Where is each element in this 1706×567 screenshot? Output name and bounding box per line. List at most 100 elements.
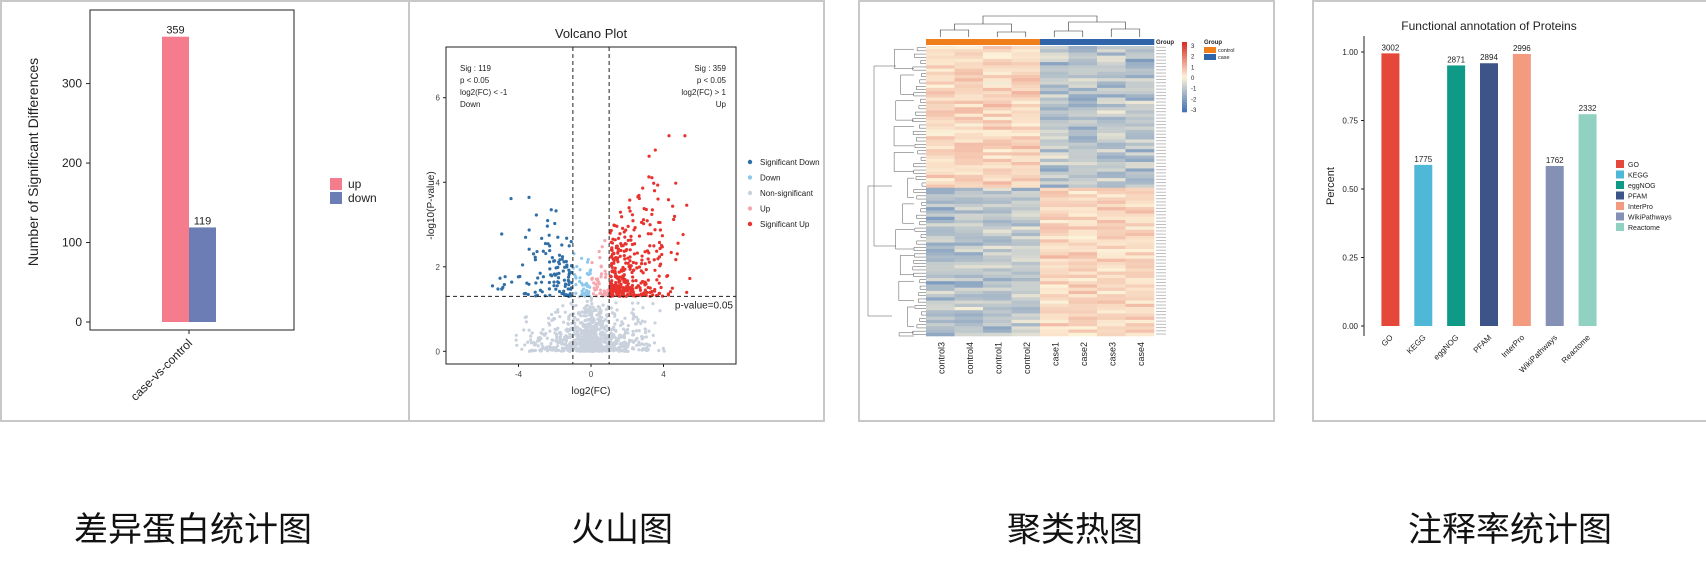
heatmap-cell xyxy=(1068,149,1098,153)
heatmap-cell xyxy=(983,316,1012,321)
point-significant-down xyxy=(500,232,504,236)
point-non-significant xyxy=(558,335,562,339)
heatmap-cell xyxy=(1068,187,1098,192)
heatmap-cell xyxy=(926,142,955,147)
heatmap-cell xyxy=(1125,284,1155,288)
point-non-significant xyxy=(559,340,563,344)
heatmap-cell xyxy=(983,300,1012,305)
heatmap-cell xyxy=(926,313,955,317)
color-scale-tick-2: 1 xyxy=(1191,65,1195,71)
point-up xyxy=(603,275,608,279)
point-significant-up xyxy=(640,258,644,262)
point-significant-down xyxy=(569,264,574,268)
point-significant-up xyxy=(612,223,616,227)
heatmap-cell xyxy=(1011,78,1041,82)
point-significant-down xyxy=(560,243,564,247)
heatmap-cell xyxy=(926,107,955,111)
heatmap-cell xyxy=(1011,94,1041,98)
color-scale-step xyxy=(1182,53,1187,57)
heatmap-cell xyxy=(1040,319,1069,324)
point-non-significant xyxy=(596,349,600,353)
heatmap-cell xyxy=(1097,129,1126,134)
point-significant-up xyxy=(612,259,616,263)
heatmap-cell xyxy=(1011,194,1041,198)
point-non-significant xyxy=(553,331,557,335)
legend-label-up: up xyxy=(348,177,362,191)
legend-dot-1 xyxy=(747,175,753,180)
point-significant-up xyxy=(660,294,665,298)
heatmap-cell xyxy=(1097,216,1126,221)
point-down xyxy=(574,276,578,280)
dendrogram-branch xyxy=(920,156,926,161)
heatmap-cell xyxy=(1097,303,1126,308)
point-significant-up xyxy=(620,293,624,297)
heatmap-cell xyxy=(1125,265,1155,269)
point-significant-down xyxy=(523,235,528,239)
point-non-significant xyxy=(610,327,614,331)
heatmap-cell xyxy=(954,278,984,282)
color-scale-step xyxy=(1182,46,1187,50)
point-non-significant xyxy=(640,319,644,323)
heatmap-cell xyxy=(1125,271,1155,276)
heatmap-cell xyxy=(926,46,955,50)
x-tick-label-1: 0 xyxy=(589,370,594,379)
row-label-stub xyxy=(1156,298,1166,300)
point-non-significant xyxy=(582,337,587,341)
heatmap-cell xyxy=(983,194,1012,198)
heatmap-cell xyxy=(954,303,984,308)
point-significant-down xyxy=(563,284,567,288)
color-scale-step xyxy=(1182,58,1187,61)
heatmap-cell xyxy=(954,213,984,218)
point-up xyxy=(599,291,603,296)
dendrogram-branch xyxy=(919,318,926,322)
heatmap-cell xyxy=(926,229,955,234)
heatmap-cell xyxy=(1068,178,1098,182)
heatmap-cell xyxy=(1068,316,1098,321)
dendrogram-branch xyxy=(917,150,926,155)
point-significant-down xyxy=(549,208,553,212)
heatmap-cell xyxy=(1068,307,1098,311)
heatmap-cell xyxy=(1125,220,1155,224)
point-significant-up xyxy=(643,262,647,266)
heatmap-cell xyxy=(1068,91,1098,95)
heatmap-cell xyxy=(1097,165,1126,169)
group-bar-cell xyxy=(1125,39,1155,45)
heatmap-cell xyxy=(926,278,955,282)
heatmap-cell xyxy=(1097,91,1126,95)
row-label-stub xyxy=(1156,130,1166,132)
point-significant-up xyxy=(644,207,648,212)
heatmap-cell xyxy=(1068,287,1098,292)
point-down xyxy=(582,287,586,291)
heatmap-cell xyxy=(926,249,955,253)
heatmap-cell xyxy=(1040,223,1069,227)
row-label-stub xyxy=(1156,201,1166,203)
row-label-stub xyxy=(1156,217,1166,219)
heatmap-cell xyxy=(1125,149,1155,153)
heatmap-cell xyxy=(1011,97,1041,102)
heatmap-cell xyxy=(954,294,984,298)
group-legend-label-control: control xyxy=(1218,48,1235,54)
heatmap-cell xyxy=(1125,203,1155,208)
point-significant-up xyxy=(613,271,617,275)
point-significant-up xyxy=(657,274,661,278)
heatmap-cell xyxy=(1011,274,1041,279)
heatmap-cell xyxy=(1097,71,1126,76)
point-non-significant xyxy=(592,347,596,351)
point-significant-down xyxy=(496,287,500,291)
heatmap-cell xyxy=(1011,300,1041,305)
heatmap-cell xyxy=(1011,142,1041,147)
point-significant-down xyxy=(557,281,561,285)
point-non-significant xyxy=(572,329,576,333)
point-significant-up xyxy=(612,261,616,265)
point-up xyxy=(590,260,594,265)
row-label-stub xyxy=(1156,137,1166,138)
point-non-significant xyxy=(586,318,590,322)
heatmap-cell xyxy=(926,255,955,259)
heatmap-cell xyxy=(1097,100,1126,105)
heatmap-cell xyxy=(1040,165,1069,169)
row-label-stub xyxy=(1156,175,1166,177)
heatmap-cell xyxy=(926,78,955,82)
point-up xyxy=(595,277,600,281)
row-label-stub xyxy=(1156,285,1166,287)
point-non-significant xyxy=(621,327,626,331)
